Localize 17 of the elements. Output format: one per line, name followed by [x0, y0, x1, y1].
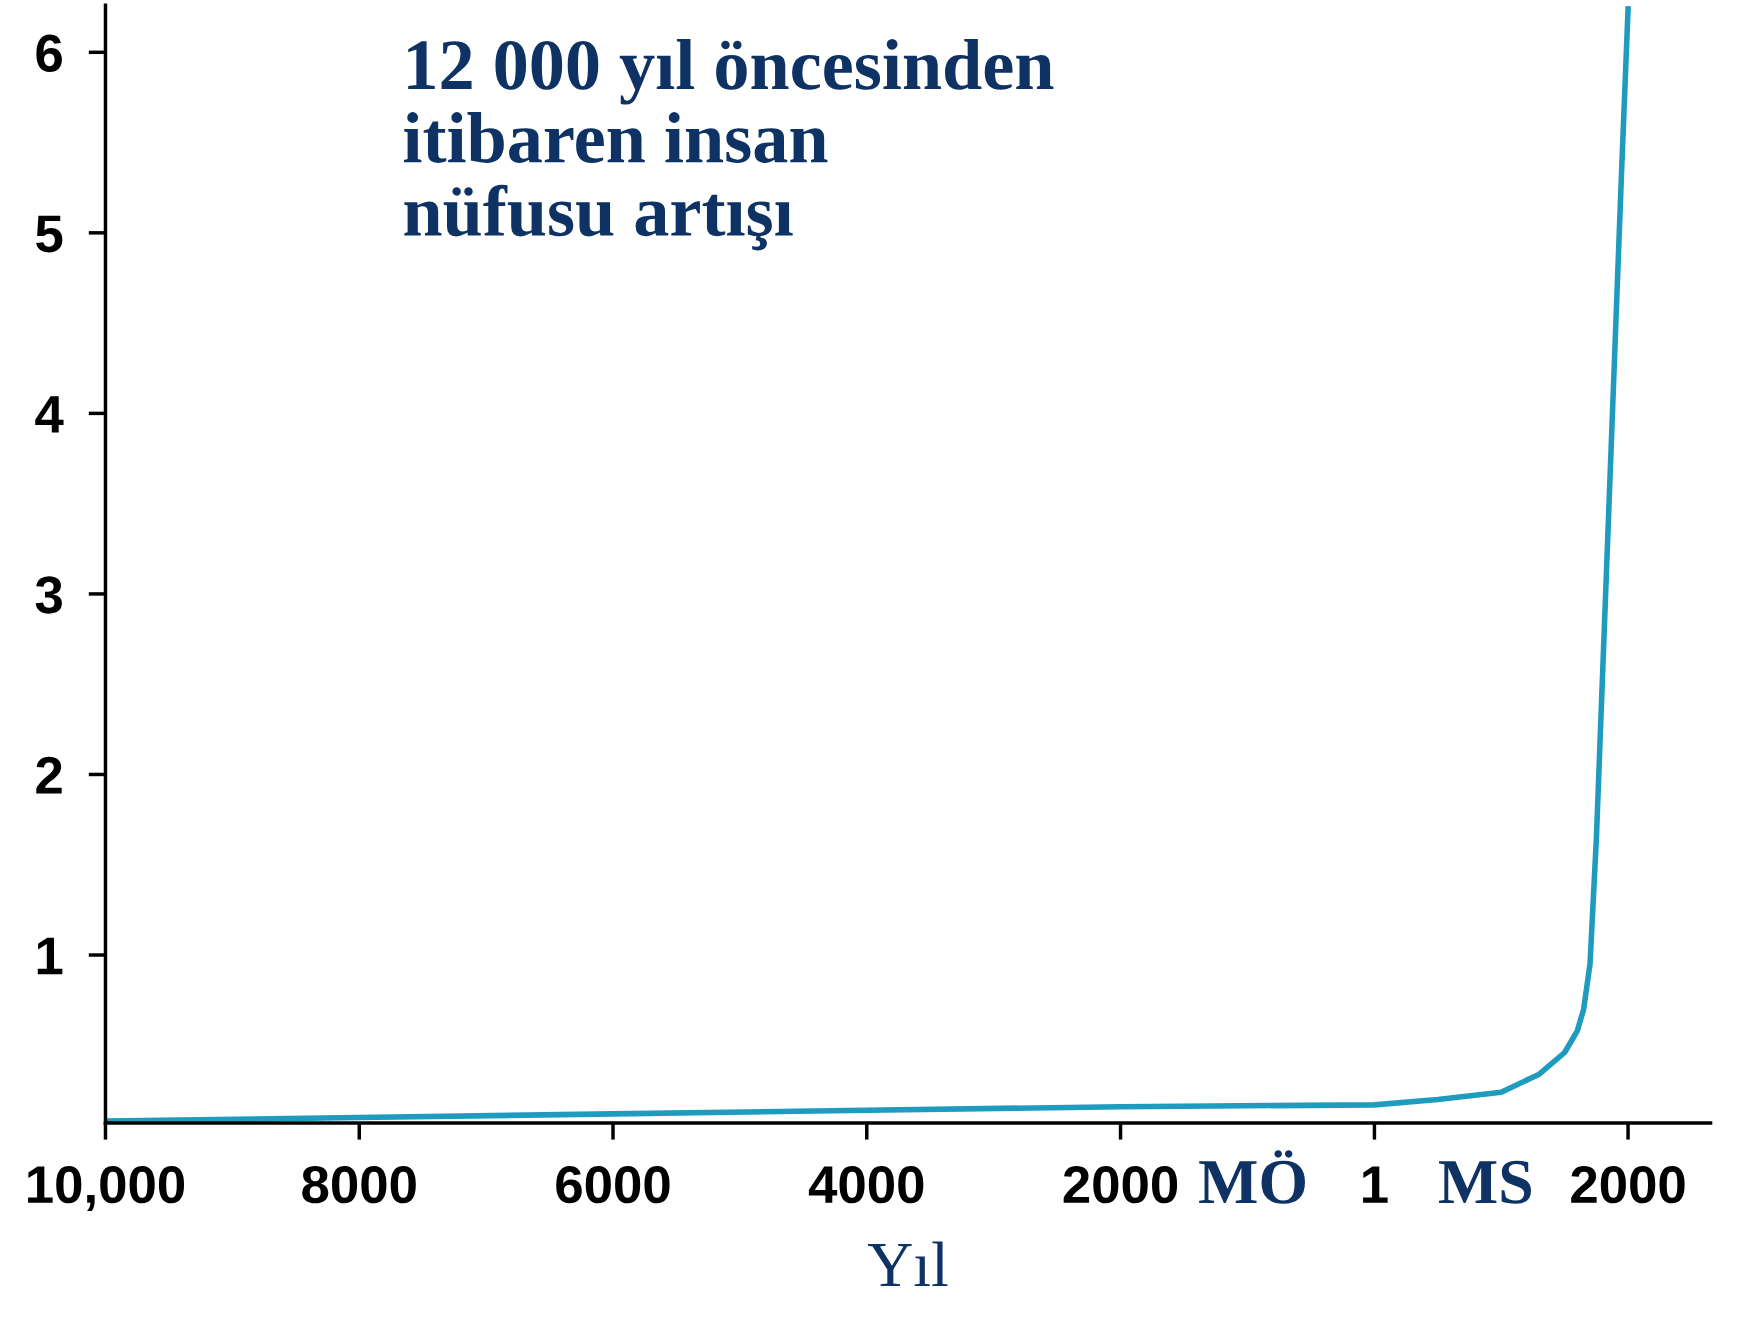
text: MS [1439, 1160, 1532, 1204]
x-tick-label: 2000 [1571, 1165, 1685, 1204]
y-tick-label: 5 [36, 215, 63, 253]
x-tick-label: 2000 [1063, 1165, 1178, 1204]
x-tick-label: 1 [1363, 1166, 1388, 1203]
x-axis-title: Yıl [867, 1241, 948, 1286]
x-tick-label: 10,000 [28, 1165, 185, 1212]
x-tick-label: 4000 [808, 1165, 924, 1204]
y-tick-label: 2 [36, 756, 62, 794]
y-tick-label: 3 [35, 576, 62, 614]
x-tick-label: 8000 [302, 1165, 416, 1204]
text: 12 000 yıl öncesinden itibaren insan nüfusu artışı [404, 38, 1054, 251]
text: MÖ [1199, 1150, 1305, 1204]
y-tick-label: 6 [36, 34, 62, 72]
x-tick-label: 6000 [556, 1165, 670, 1204]
y-tick-label: 4 [35, 396, 64, 433]
y-tick-label: 1 [37, 937, 63, 975]
